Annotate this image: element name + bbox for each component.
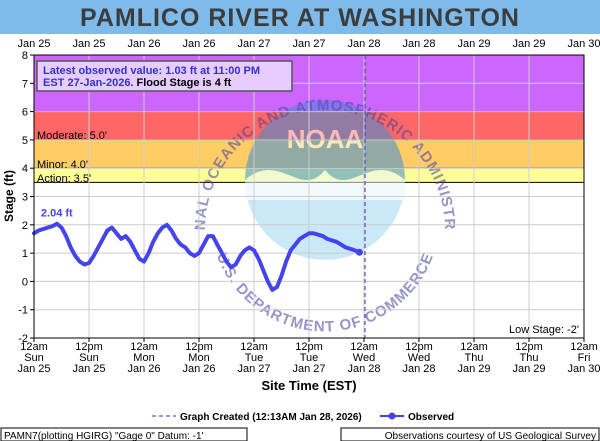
- x-tick-date: Jan 28: [402, 363, 435, 375]
- y-tick-label: 1: [22, 248, 28, 260]
- y-axis-title: Stage (ft): [2, 170, 16, 222]
- x-tick-time: 12am: [350, 341, 378, 353]
- footer-left-box: [0, 427, 248, 441]
- y-tick-label: 8: [22, 50, 28, 62]
- latest-observed-point: [355, 248, 363, 256]
- top-date-label: Jan 29: [457, 38, 490, 50]
- header-bar: [0, 0, 600, 34]
- x-tick-day: Fri: [578, 352, 591, 364]
- x-tick-day: Mon: [133, 352, 154, 364]
- watermark-seagull: [245, 170, 405, 200]
- x-tick-date: Jan 29: [457, 363, 490, 375]
- page-title: PAMLICO RIVER AT WASHINGTON: [80, 4, 520, 32]
- legend: Graph Created (12:13AM Jan 28, 2026) Obs…: [152, 412, 454, 423]
- top-date-label: Jan 26: [182, 38, 215, 50]
- legend-created-label: Graph Created (12:13AM Jan 28, 2026): [180, 412, 362, 423]
- x-tick-time: 12am: [20, 341, 48, 353]
- flood-stage-text: Flood Stage is 4 ft: [137, 77, 232, 89]
- x-tick-day: Thu: [465, 352, 484, 364]
- latest-value-line2: EST 27-Jan-2026. Flood Stage is 4 ft: [43, 77, 232, 89]
- moderate-label: Moderate: 5.0': [37, 130, 107, 142]
- footer-right-text: Observations courtesy of US Geological S…: [385, 431, 596, 441]
- low-stage-label: Low Stage: -2': [509, 324, 579, 336]
- x-tick-time: 12pm: [515, 341, 543, 353]
- x-tick-time: 12am: [240, 341, 268, 353]
- x-tick-day: Wed: [353, 352, 375, 364]
- x-tick-time: 12am: [570, 341, 598, 353]
- top-date-label: Jan 26: [127, 38, 160, 50]
- top-date-label: Jan 25: [72, 38, 105, 50]
- x-tick-date: Jan 26: [182, 363, 215, 375]
- y-axis: -2 -1 0 1 2 3 4 5 6 7 8: [18, 50, 34, 345]
- top-date-label: Jan 25: [17, 38, 50, 50]
- latest-value-line1: Latest observed value: 1.03 ft at 11:00 …: [43, 65, 260, 77]
- x-tick-day: Sun: [24, 352, 44, 364]
- top-date-label: Jan 27: [292, 38, 325, 50]
- x-tick-time: 12am: [460, 341, 488, 353]
- y-tick-label: -2: [18, 333, 28, 345]
- legend-observed-marker: [388, 412, 396, 420]
- observed-series-line: [32, 221, 362, 292]
- top-date-label: Jan 30: [567, 38, 600, 50]
- footer-left-text: PAMN7(plotting HGIRG) "Gage 0" Datum: -1…: [4, 431, 204, 441]
- top-date-label: Jan 28: [402, 38, 435, 50]
- y-tick-label: 2: [22, 220, 28, 232]
- y-tick-label: 3: [22, 192, 28, 204]
- top-date-label: Jan 27: [237, 38, 270, 50]
- action-label: Action: 3.5': [37, 173, 91, 185]
- top-date-label: Jan 28: [347, 38, 380, 50]
- latest-value-box-frame: [36, 60, 293, 92]
- y-tick-label: 5: [22, 135, 28, 147]
- latest-value-box: Latest observed value: 1.03 ft at 11:00 …: [36, 60, 293, 92]
- x-tick-day: Sun: [79, 352, 99, 364]
- y-tick-label: -1: [18, 305, 28, 317]
- x-tick-date: Jan 27: [237, 363, 270, 375]
- x-tick-time: 12pm: [295, 341, 323, 353]
- x-tick-day: Wed: [408, 352, 430, 364]
- x-tick-date: Jan 25: [17, 363, 50, 375]
- watermark-logo-text: NOAA: [287, 124, 364, 154]
- x-tick-time: 12pm: [185, 341, 213, 353]
- y-tick-label: 6: [22, 107, 28, 119]
- x-axis-title: Site Time (EST): [261, 378, 356, 393]
- x-tick-day: Tue: [245, 352, 264, 364]
- x-tick-date: Jan 30: [567, 363, 600, 375]
- y-tick-label: 0: [22, 276, 28, 288]
- x-tick-day: Mon: [188, 352, 209, 364]
- x-tick-time: 12pm: [75, 341, 103, 353]
- top-date-axis: Jan 25 Jan 25 Jan 26 Jan 26 Jan 27 Jan 27 Jan …: [17, 38, 600, 50]
- x-tick-date: Jan 29: [512, 363, 545, 375]
- latest-value-date: EST 27-Jan-2026.: [43, 77, 134, 89]
- x-tick-time: 12am: [130, 341, 158, 353]
- top-date-label: Jan 29: [512, 38, 545, 50]
- x-tick-date: Jan 26: [127, 363, 160, 375]
- x-tick-date: Jan 28: [347, 363, 380, 375]
- y-tick-label: 4: [22, 163, 28, 175]
- y-tick-label: 7: [22, 78, 28, 90]
- x-tick-date: Jan 27: [292, 363, 325, 375]
- observed-points: [355, 248, 363, 256]
- x-tick-date: Jan 25: [72, 363, 105, 375]
- x-tick-day: Tue: [300, 352, 319, 364]
- x-tick-day: Thu: [520, 352, 539, 364]
- legend-observed-label: Observed: [408, 412, 454, 423]
- x-tick-time: 12pm: [405, 341, 433, 353]
- footer-right-box: [340, 427, 600, 441]
- minor-label: Minor: 4.0': [37, 159, 88, 171]
- peak-label: 2.04 ft: [41, 208, 73, 220]
